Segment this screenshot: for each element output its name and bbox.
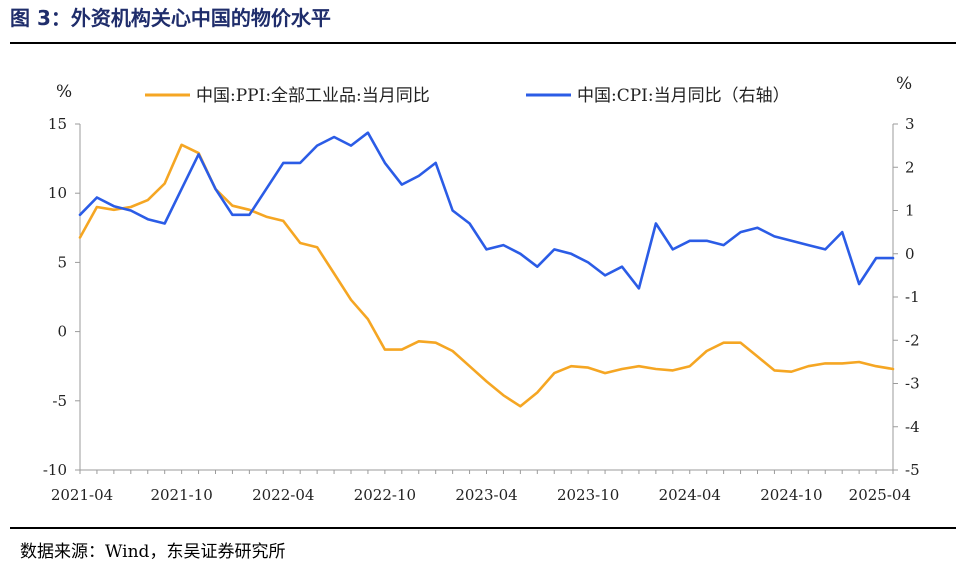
series-line-cpi [78, 131, 895, 290]
left-axis-tick-label: 0 [57, 323, 67, 341]
x-axis-tick-label: 2024-04 [659, 486, 721, 504]
right-axis-tick-label: 3 [905, 115, 915, 133]
x-axis-tick-label: 2023-10 [557, 486, 619, 504]
x-axis-tick-label: 2025-04 [849, 486, 911, 504]
top-rule [10, 42, 956, 44]
right-axis-tick-label: -3 [905, 375, 920, 393]
x-axis-tick-label: 2022-04 [252, 486, 314, 504]
legend-label-ppi: 中国:PPI:全部工业品:当月同比 [196, 86, 430, 106]
right-axis-tick-label: 0 [905, 245, 915, 263]
left-axis-tick-label: 15 [48, 115, 67, 133]
x-axis-tick-label: 2021-10 [150, 486, 212, 504]
x-axis-tick-label: 2021-04 [51, 486, 113, 504]
right-axis-tick-label: -4 [905, 418, 920, 436]
source-note: 数据来源：Wind，东吴证券研究所 [20, 542, 286, 562]
right-axis-unit: % [896, 74, 912, 94]
right-axis-tick-label: -2 [905, 331, 920, 349]
legend-label-cpi: 中国:CPI:当月同比（右轴） [577, 86, 790, 106]
left-axis-tick-label: -10 [43, 461, 67, 479]
chart-legend: 中国:PPI:全部工业品:当月同比 中国:CPI:当月同比（右轴） [145, 86, 790, 106]
figure-title: 图 3：外资机构关心中国的物价水平 [10, 6, 331, 30]
left-axis-tick-label: -5 [52, 392, 67, 410]
right-axis-tick-label: -5 [905, 461, 920, 479]
left-axis-unit: % [56, 82, 72, 102]
right-axis-tick-label: -1 [905, 288, 920, 306]
left-axis-tick-label: 5 [57, 253, 67, 271]
right-axis-tick-label: 1 [905, 202, 915, 220]
x-axis-tick-label: 2024-10 [760, 486, 822, 504]
right-axis-tick-label: 2 [905, 158, 915, 176]
chart-series [78, 131, 895, 408]
series-line-ppi [78, 143, 895, 408]
bottom-rule [10, 527, 956, 529]
x-axis-tick-label: 2022-10 [354, 486, 416, 504]
left-axis-tick-label: 10 [48, 184, 67, 202]
x-axis-tick-label: 2023-04 [455, 486, 517, 504]
